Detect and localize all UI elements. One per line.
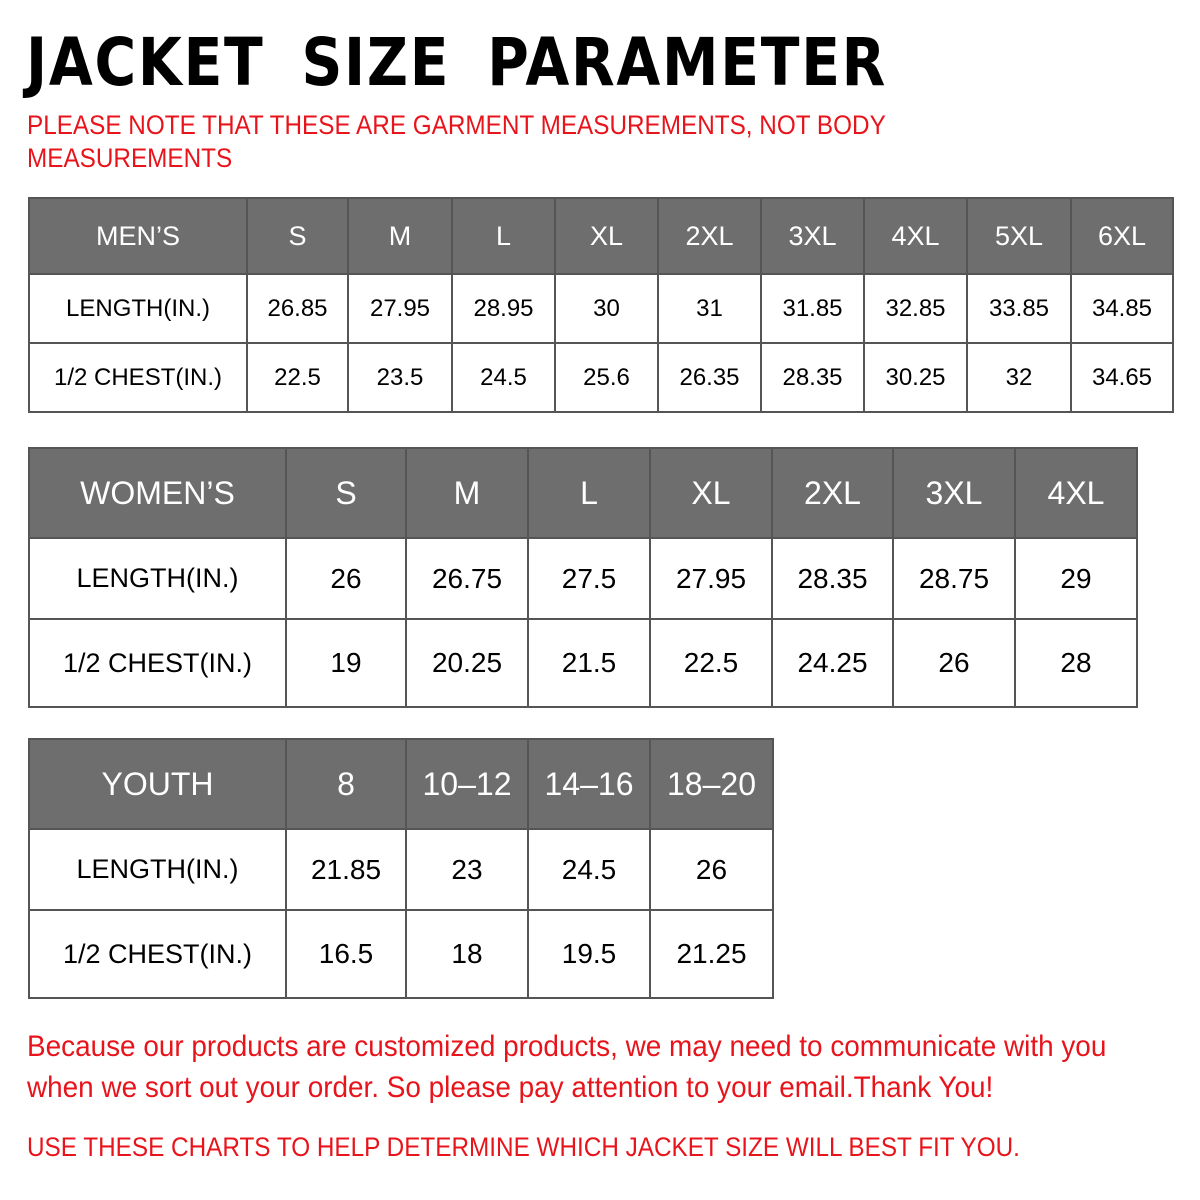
row-label: 1/2 CHEST(IN.) [28, 909, 287, 999]
measurement-cell: 34.85 [1070, 273, 1174, 344]
header-row: MEN’S S M L XL 2XL 3XL 4XL 5XL 6XL [28, 197, 1174, 275]
size-header: 18–20 [649, 738, 774, 830]
measurement-cell: 25.6 [554, 342, 659, 413]
table-row: LENGTH(IN.) 21.85 23 24.5 26 [28, 828, 774, 911]
measurement-cell: 28.75 [892, 537, 1016, 620]
measurement-cell: 22.5 [246, 342, 349, 413]
measurement-cell: 26 [285, 537, 407, 620]
measurement-cell: 26 [892, 618, 1016, 708]
size-header: 8 [285, 738, 407, 830]
row-label: 1/2 CHEST(IN.) [28, 618, 287, 708]
size-header: 10–12 [405, 738, 529, 830]
row-label: 1/2 CHEST(IN.) [28, 342, 248, 413]
size-header: S [285, 447, 407, 539]
header-row: WOMEN’S S M L XL 2XL 3XL 4XL [28, 447, 1138, 539]
measurement-cell: 34.65 [1070, 342, 1174, 413]
measurement-cell: 28.35 [760, 342, 865, 413]
measurement-cell: 33.85 [966, 273, 1072, 344]
measurement-cell: 31.85 [760, 273, 865, 344]
measurement-cell: 30 [554, 273, 659, 344]
size-header: M [347, 197, 453, 275]
size-header: 2XL [771, 447, 894, 539]
size-header: 2XL [657, 197, 762, 275]
table-row: LENGTH(IN.) 26 26.75 27.5 27.95 28.35 28.75 29 [28, 537, 1138, 620]
measurement-cell: 26.75 [405, 537, 529, 620]
measurement-cell: 21.85 [285, 828, 407, 911]
table-row: 1/2 CHEST(IN.) 22.5 23.5 24.5 25.6 26.35 28.35… [28, 342, 1174, 413]
measurement-cell: 19.5 [527, 909, 651, 999]
measurement-cell: 28.35 [771, 537, 894, 620]
size-header: 5XL [966, 197, 1072, 275]
table-row: LENGTH(IN.) 26.85 27.95 28.95 30 31 31.85 32.85… [28, 273, 1174, 344]
size-header: L [527, 447, 651, 539]
customization-notice: Because our products are customized prod… [27, 1030, 1107, 1063]
table-row: 1/2 CHEST(IN.) 19 20.25 21.5 22.5 24.25 26 28 [28, 618, 1138, 708]
measurement-cell: 18 [405, 909, 529, 999]
measurement-cell: 29 [1014, 537, 1138, 620]
size-header: M [405, 447, 529, 539]
youth-size-table: YOUTH 8 10–12 14–16 18–20 LENGTH(IN.) 21.85 23 2… [28, 738, 774, 999]
measurement-cell: 23 [405, 828, 529, 911]
measurement-cell: 31 [657, 273, 762, 344]
size-header: 6XL [1070, 197, 1174, 275]
garment-note-continued: MEASUREMENTS [27, 143, 233, 173]
fit-guidance-note: USE THESE CHARTS TO HELP DETERMINE WHICH… [27, 1132, 1020, 1162]
size-header: S [246, 197, 349, 275]
mens-size-table: MEN’S S M L XL 2XL 3XL 4XL 5XL 6XL LENGTH(IN.) 26.8… [28, 197, 1174, 413]
page-title: JACKET SIZE PARAMETER [26, 24, 888, 101]
measurement-cell: 16.5 [285, 909, 407, 999]
measurement-cell: 24.5 [527, 828, 651, 911]
table-category-header: MEN’S [28, 197, 248, 275]
table-category-header: WOMEN’S [28, 447, 287, 539]
measurement-cell: 28 [1014, 618, 1138, 708]
measurement-cell: 28.95 [451, 273, 556, 344]
measurement-cell: 24.25 [771, 618, 894, 708]
measurement-cell: 19 [285, 618, 407, 708]
measurement-cell: 22.5 [649, 618, 773, 708]
measurement-cell: 32 [966, 342, 1072, 413]
measurement-cell: 26.35 [657, 342, 762, 413]
measurement-cell: 30.25 [863, 342, 968, 413]
measurement-cell: 23.5 [347, 342, 453, 413]
header-row: YOUTH 8 10–12 14–16 18–20 [28, 738, 774, 830]
measurement-cell: 24.5 [451, 342, 556, 413]
measurement-cell: 21.25 [649, 909, 774, 999]
measurement-cell: 32.85 [863, 273, 968, 344]
size-header: L [451, 197, 556, 275]
size-header: XL [649, 447, 773, 539]
measurement-cell: 26.85 [246, 273, 349, 344]
size-header: 3XL [760, 197, 865, 275]
table-category-header: YOUTH [28, 738, 287, 830]
measurement-cell: 27.95 [347, 273, 453, 344]
size-header: 4XL [1014, 447, 1138, 539]
size-header: 14–16 [527, 738, 651, 830]
garment-note: PLEASE NOTE THAT THESE ARE GARMENT MEASU… [27, 110, 886, 140]
row-label: LENGTH(IN.) [28, 273, 248, 344]
customization-notice-continued: when we sort out your order. So please p… [27, 1071, 994, 1104]
measurement-cell: 20.25 [405, 618, 529, 708]
womens-size-table: WOMEN’S S M L XL 2XL 3XL 4XL LENGTH(IN.) 26 26.75 2… [28, 447, 1138, 708]
measurement-cell: 21.5 [527, 618, 651, 708]
row-label: LENGTH(IN.) [28, 828, 287, 911]
size-header: 3XL [892, 447, 1016, 539]
row-label: LENGTH(IN.) [28, 537, 287, 620]
table-row: 1/2 CHEST(IN.) 16.5 18 19.5 21.25 [28, 909, 774, 999]
measurement-cell: 26 [649, 828, 774, 911]
measurement-cell: 27.95 [649, 537, 773, 620]
size-header: XL [554, 197, 659, 275]
measurement-cell: 27.5 [527, 537, 651, 620]
size-header: 4XL [863, 197, 968, 275]
